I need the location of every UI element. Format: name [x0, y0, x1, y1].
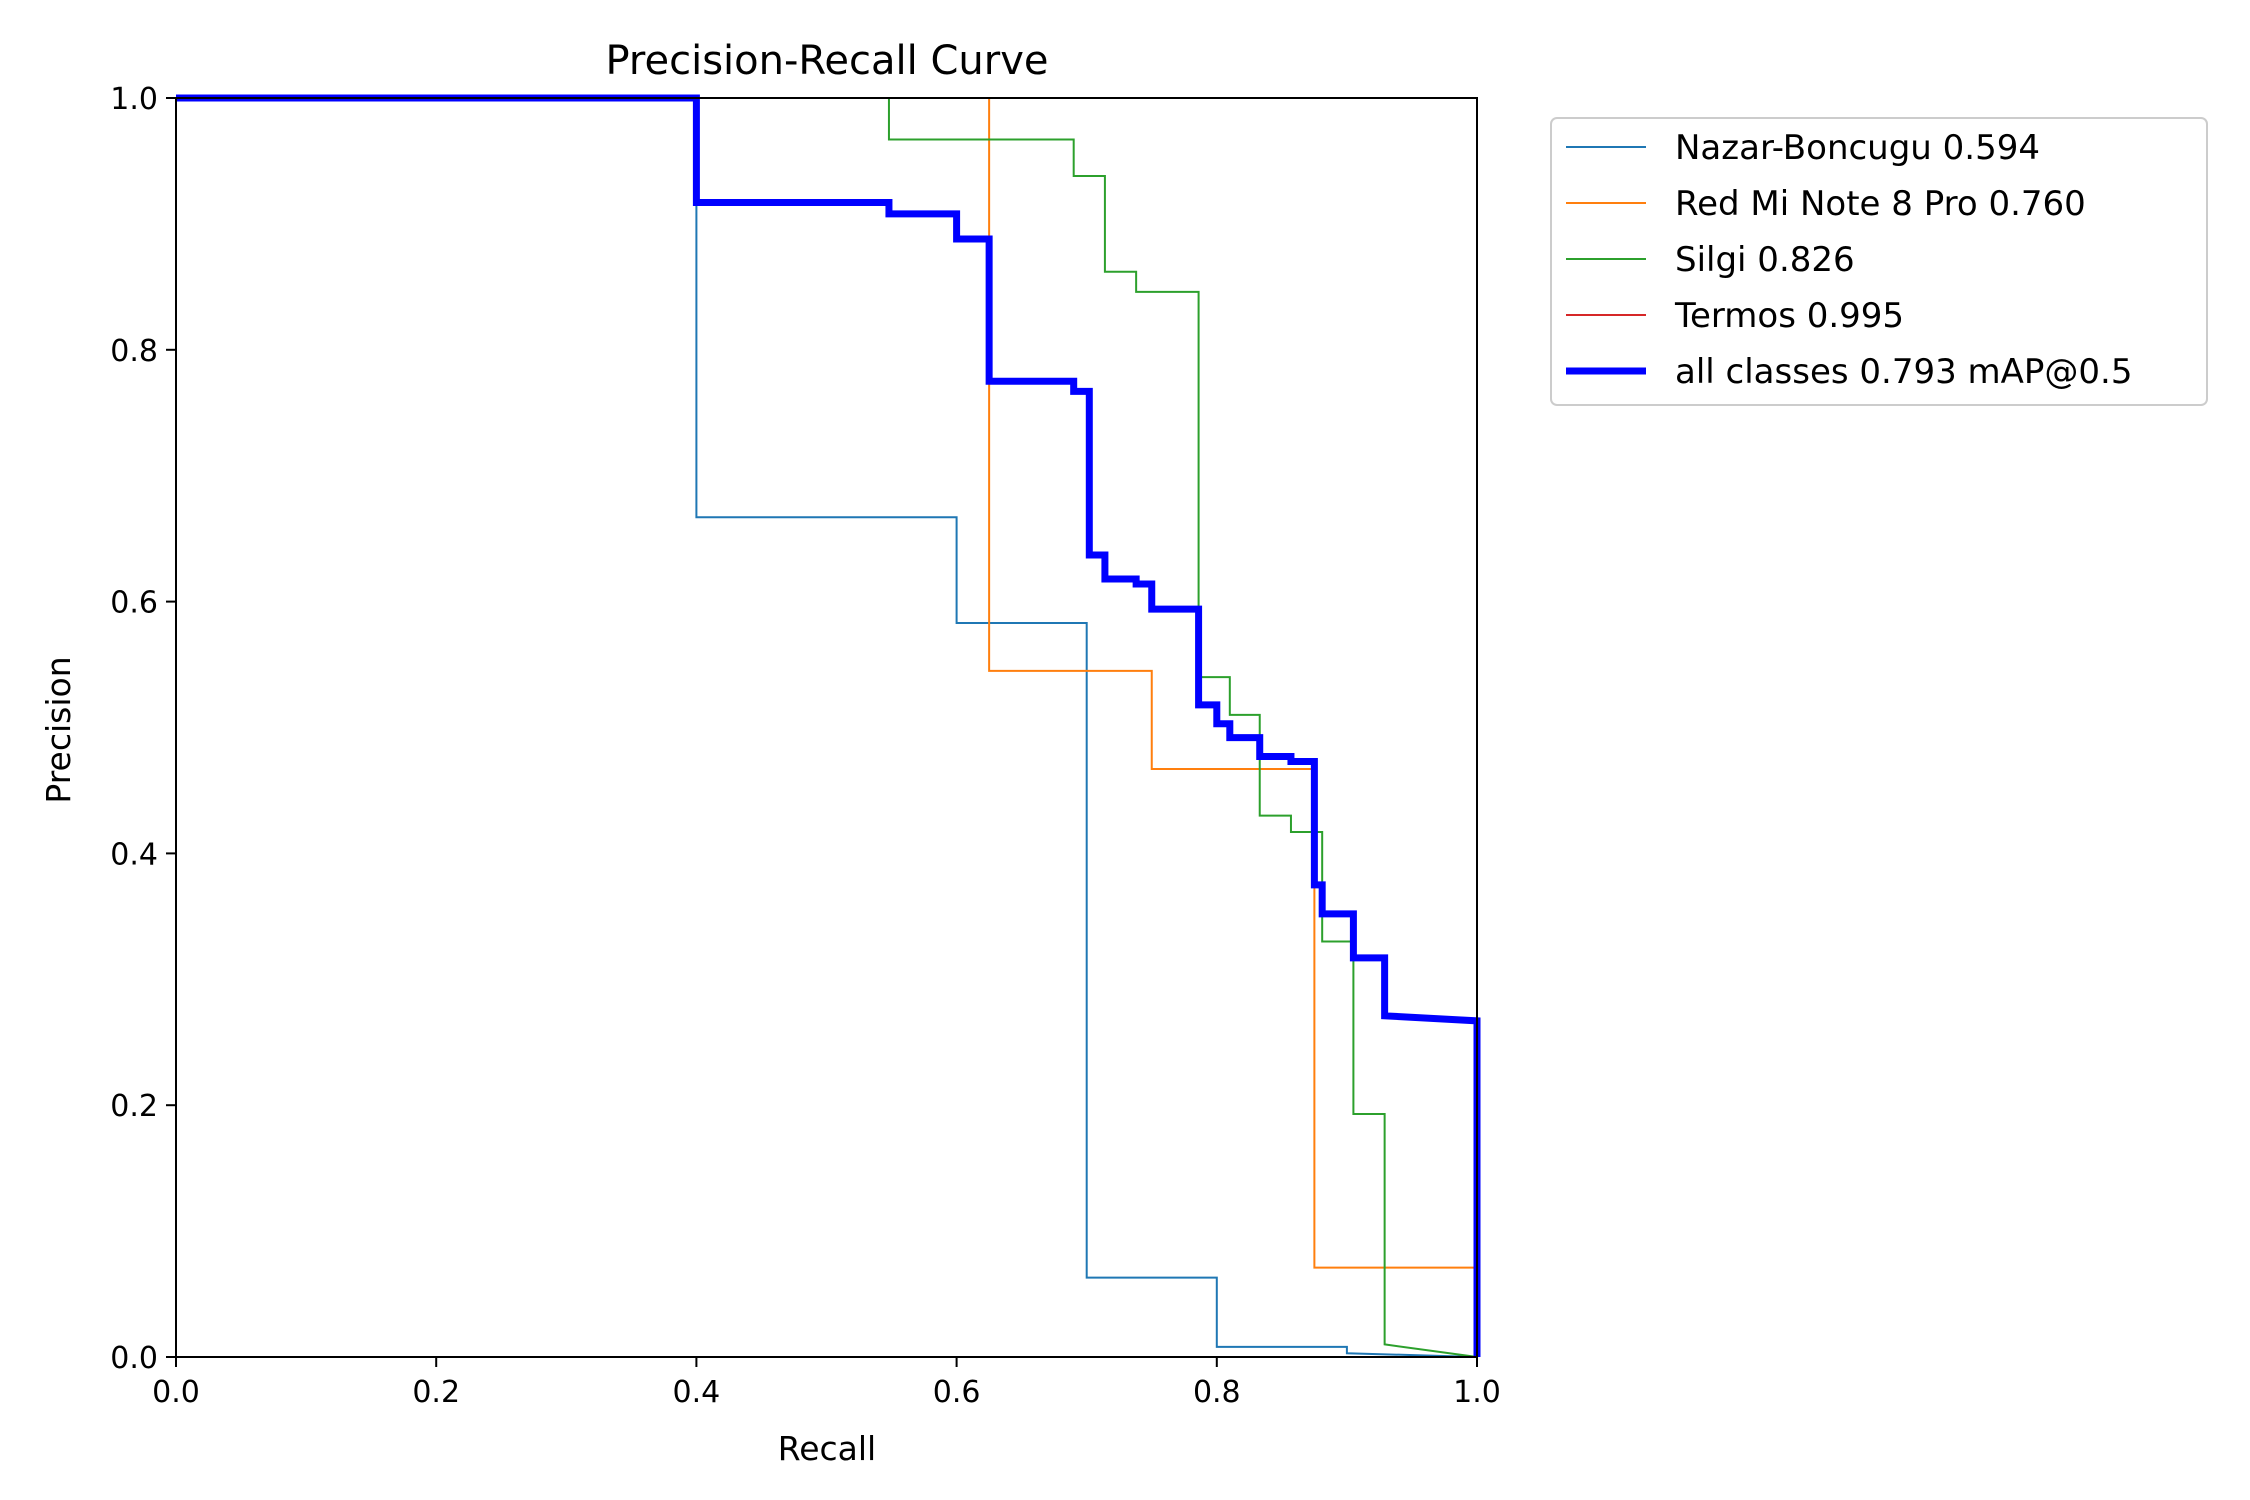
- x-tick-label: 0.6: [933, 1375, 981, 1410]
- series-line-4: [176, 94, 1481, 1357]
- plot-area: [175, 94, 1481, 1358]
- plot-frame: [175, 97, 1478, 1358]
- legend-items: Nazar-Boncugu 0.594 Red Mi Note 8 Pro 0.7…: [1566, 128, 2132, 392]
- legend-label-1: Red Mi Note 8 Pro 0.760: [1675, 184, 2086, 224]
- y-axis-ticks: 0.0 0.2 0.4 0.6 0.8 1.0: [110, 82, 176, 1376]
- y-tick-label: 0.0: [110, 1341, 158, 1376]
- legend-frame: [1550, 117, 2208, 406]
- x-tick-label: 0.4: [673, 1375, 721, 1410]
- y-tick-label: 0.6: [110, 586, 158, 621]
- legend-label-3: Termos 0.995: [1674, 296, 1904, 336]
- x-tick-label: 0.0: [152, 1375, 200, 1410]
- x-tick-label: 0.8: [1193, 1375, 1241, 1410]
- plot-background: [176, 98, 1477, 1357]
- series-line-2: [176, 97, 1478, 1358]
- y-tick-label: 0.4: [110, 837, 158, 872]
- x-tick-label: 1.0: [1453, 1375, 1501, 1410]
- y-axis-label: Precision: [39, 656, 78, 803]
- chart-title: Precision-Recall Curve: [606, 38, 1049, 84]
- x-axis-label: Recall: [778, 1429, 876, 1468]
- x-axis-ticks: 0.0 0.2 0.4 0.6 0.8 1.0: [152, 1357, 1501, 1410]
- y-tick-label: 0.2: [110, 1089, 158, 1124]
- y-tick-label: 0.8: [110, 334, 158, 369]
- x-tick-label: 0.2: [412, 1375, 460, 1410]
- legend: Nazar-Boncugu 0.594 Red Mi Note 8 Pro 0.7…: [1550, 117, 2208, 406]
- legend-label-2: Silgi 0.826: [1675, 240, 1855, 280]
- series-line-0: [176, 97, 1478, 1358]
- legend-label-4: all classes 0.793 mAP@0.5: [1675, 352, 2132, 392]
- y-tick-label: 1.0: [110, 82, 158, 117]
- legend-label-0: Nazar-Boncugu 0.594: [1675, 128, 2040, 168]
